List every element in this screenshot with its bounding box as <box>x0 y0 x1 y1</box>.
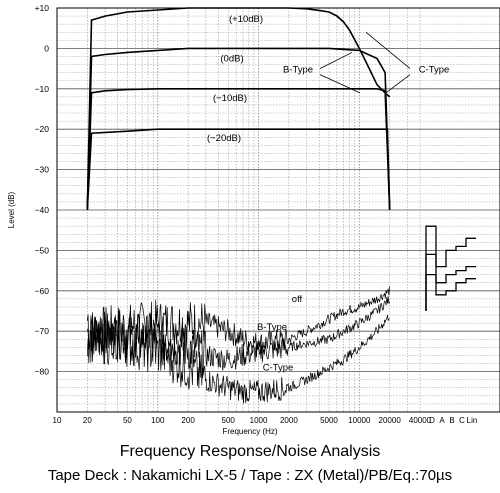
response-curve <box>86 128 391 211</box>
weighting-label: Lin <box>467 416 478 425</box>
x-tick-label: 50 <box>123 416 132 425</box>
x-tick-label: 200 <box>181 416 195 425</box>
y-tick-label: −80 <box>35 367 50 377</box>
annotation-leader <box>319 74 361 94</box>
x-tick-label: 1000 <box>250 416 268 425</box>
series-label: (−20dB) <box>207 133 241 144</box>
noise-curve <box>86 314 390 404</box>
response-curve <box>86 7 391 211</box>
y-tick-label: +10 <box>35 3 50 13</box>
x-tick-label: 10000 <box>348 416 371 425</box>
annotation-b-type: B-Type <box>283 65 313 76</box>
y-tick-label: −30 <box>35 165 50 175</box>
x-axis-label: Frequency (Hz) <box>222 427 277 436</box>
x-tick-label: 20000 <box>379 416 402 425</box>
y-tick-label: −60 <box>35 286 50 296</box>
weighting-label: A <box>439 416 445 425</box>
y-tick-label: −70 <box>35 326 50 336</box>
chart-labels: (+10dB) (0dB) (−10dB) (−20dB) off B-Type C-Typ… <box>207 14 449 374</box>
x-tick-label: 100 <box>151 416 165 425</box>
series-label: (+10dB) <box>229 14 263 25</box>
y-tick-label: −40 <box>35 205 50 215</box>
annotation-leader <box>385 74 411 94</box>
annotation-c-type: C-Type <box>419 65 450 76</box>
x-tick-label: 500 <box>222 416 236 425</box>
response-curve <box>86 88 391 211</box>
weighted-noise-trace <box>425 225 476 311</box>
weighting-label: B <box>449 416 454 425</box>
annotation-leader <box>319 52 353 69</box>
noise-curve <box>86 286 391 355</box>
x-tick-label: 40000 <box>409 416 432 425</box>
series-label: C-Type <box>263 363 294 374</box>
chart-title: Frequency Response/Noise Analysis <box>119 443 381 460</box>
chart-series <box>86 7 391 404</box>
noise-curve <box>86 296 391 378</box>
chart-axes: +10 0 −10 −20 −30 −40 −50 −60 −70 −80 10 20 50 100 200… <box>7 3 500 436</box>
x-tick-label: 2000 <box>280 416 298 425</box>
x-tick-label: 20 <box>83 416 92 425</box>
y-tick-label: −50 <box>35 245 50 255</box>
y-tick-label: 0 <box>44 43 49 53</box>
y-axis-label: Level (dB) <box>7 191 16 228</box>
series-label: off <box>292 294 303 305</box>
weighting-label: D <box>429 416 435 425</box>
weighting-label: C <box>459 416 465 425</box>
response-curve <box>86 47 391 211</box>
weighted-noise-trace <box>425 273 476 311</box>
series-label: (−10dB) <box>213 93 247 104</box>
x-tick-label: 10 <box>53 416 62 425</box>
annotation-leader <box>365 31 411 69</box>
series-label: B-Type <box>257 322 287 333</box>
y-tick-label: −20 <box>35 124 50 134</box>
chart-subtitle: Tape Deck : Nakamichi LX-5 / Tape : ZX (… <box>47 467 453 484</box>
y-tick-label: −10 <box>35 84 50 94</box>
weighted-noise-bars <box>425 225 476 311</box>
x-tick-label: 5000 <box>320 416 338 425</box>
series-label: (0dB) <box>220 53 243 64</box>
weighted-noise-trace <box>425 253 476 311</box>
